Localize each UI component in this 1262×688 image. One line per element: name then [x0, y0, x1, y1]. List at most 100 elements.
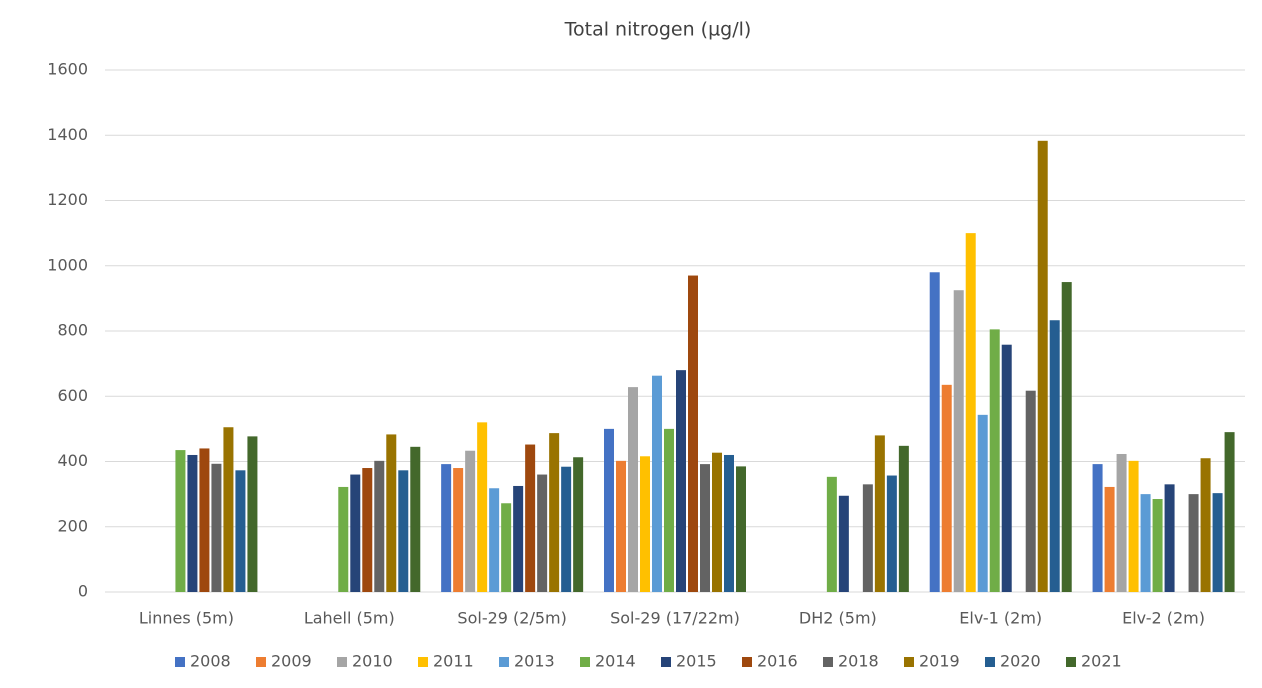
y-tick-label: 200	[57, 516, 88, 535]
bar	[362, 468, 373, 592]
x-tick-label: Linnes (5m)	[139, 609, 234, 628]
bar	[453, 468, 464, 592]
bar	[223, 427, 234, 592]
y-tick-label: 1400	[47, 125, 88, 144]
x-tick-label: DH2 (5m)	[799, 609, 877, 628]
bar	[1092, 464, 1103, 592]
bar	[929, 272, 940, 592]
bar	[374, 460, 385, 592]
chart-title: Total nitrogen (µg/l)	[564, 19, 752, 41]
bar	[1104, 486, 1115, 592]
bar	[235, 470, 246, 592]
bar	[489, 488, 500, 592]
legend-swatch	[904, 657, 914, 667]
bar	[862, 484, 873, 592]
bar	[211, 463, 222, 592]
legend-swatch	[337, 657, 347, 667]
y-tick-label: 800	[57, 321, 88, 340]
bar	[616, 460, 626, 592]
bar	[1061, 282, 1072, 592]
bar	[965, 233, 976, 592]
bar	[549, 433, 560, 592]
bar	[338, 486, 349, 592]
y-tick-label: 1600	[47, 60, 88, 79]
bar	[826, 476, 837, 592]
bar	[664, 428, 674, 592]
legend-label: 2013	[514, 652, 555, 671]
bar	[1164, 484, 1175, 592]
bar	[537, 474, 548, 592]
bar	[573, 457, 584, 592]
x-tick-label: Sol-29 (2/5m)	[457, 609, 566, 628]
bar	[874, 435, 885, 592]
legend-label: 2010	[352, 652, 393, 671]
bar	[175, 450, 186, 592]
bar	[652, 375, 662, 592]
legend-label: 2014	[595, 652, 636, 671]
bar	[977, 414, 988, 592]
bar	[898, 445, 909, 592]
x-tick-label: Sol-29 (17/22m)	[610, 609, 740, 628]
bar	[1200, 458, 1211, 592]
bar	[477, 422, 488, 592]
y-tick-label: 1000	[47, 255, 88, 274]
legend-label: 2018	[838, 652, 879, 671]
legend-swatch	[580, 657, 590, 667]
legend-label: 2009	[271, 652, 312, 671]
bar	[1224, 432, 1235, 592]
bar	[350, 474, 361, 592]
bar	[465, 450, 476, 592]
bar	[941, 384, 952, 592]
bar	[724, 454, 734, 592]
bar	[604, 428, 614, 592]
bar	[838, 495, 849, 592]
y-tick-label: 600	[57, 386, 88, 405]
bar	[1001, 344, 1012, 592]
x-tick-label: Elv-1 (2m)	[959, 609, 1042, 628]
legend-swatch	[175, 657, 185, 667]
bar	[640, 456, 650, 592]
bar	[1037, 140, 1048, 592]
y-tick-label: 0	[78, 582, 88, 601]
bar	[736, 466, 746, 592]
legend-swatch	[661, 657, 671, 667]
bar	[398, 470, 409, 592]
bar	[247, 436, 258, 592]
legend-label: 2011	[433, 652, 474, 671]
bar	[199, 448, 210, 592]
bar	[561, 466, 572, 592]
bar	[953, 290, 964, 592]
x-tick-label: Elv-2 (2m)	[1122, 609, 1205, 628]
bar	[410, 446, 421, 592]
bar	[989, 329, 1000, 592]
bar	[700, 464, 710, 592]
legend-swatch	[823, 657, 833, 667]
bar	[1140, 494, 1151, 592]
bar	[688, 275, 698, 592]
bar	[1212, 493, 1223, 592]
bar	[1152, 499, 1163, 592]
legend-label: 2021	[1081, 652, 1122, 671]
legend-label: 2016	[757, 652, 798, 671]
bar	[441, 464, 452, 592]
legend-swatch	[985, 657, 995, 667]
bar	[525, 444, 536, 592]
bar	[886, 475, 897, 592]
legend-swatch	[418, 657, 428, 667]
legend-label: 2020	[1000, 652, 1041, 671]
bar	[712, 452, 722, 592]
y-tick-label: 400	[57, 451, 88, 470]
legend-label: 2008	[190, 652, 231, 671]
bar	[1128, 460, 1139, 592]
legend-swatch	[742, 657, 752, 667]
bar	[386, 434, 397, 592]
bar	[187, 454, 198, 592]
bar	[1049, 320, 1060, 592]
bar	[628, 387, 638, 592]
bar	[1116, 453, 1127, 592]
legend-swatch	[1066, 657, 1076, 667]
legend-label: 2019	[919, 652, 960, 671]
bar	[501, 503, 512, 592]
bar	[1188, 494, 1199, 592]
